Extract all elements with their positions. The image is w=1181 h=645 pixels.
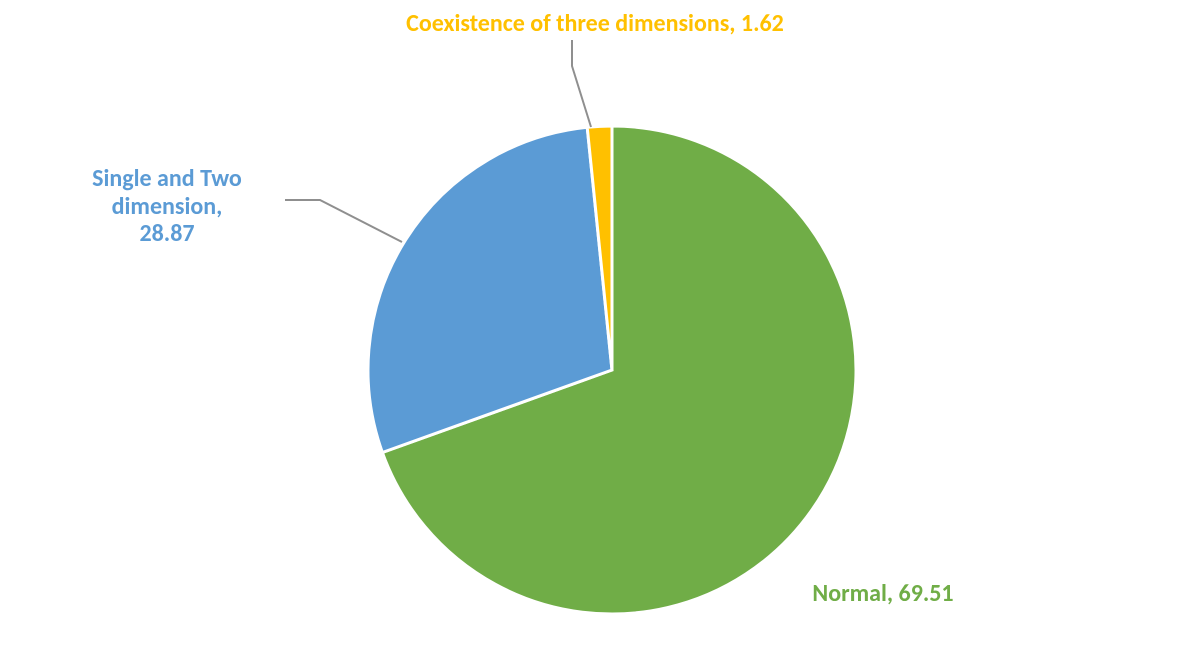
leader-line-coexistence bbox=[572, 40, 591, 127]
pie-chart: Normal, 69.51 Single and Two dimension, 2… bbox=[0, 0, 1181, 645]
slice-label-single-two: Single and Two dimension, 28.87 bbox=[12, 165, 322, 248]
slice-label-coexistence: Coexistence of three dimensions, 1.62 bbox=[225, 10, 965, 38]
slice-label-normal: Normal, 69.51 bbox=[728, 580, 1038, 608]
pie-svg bbox=[363, 121, 861, 619]
